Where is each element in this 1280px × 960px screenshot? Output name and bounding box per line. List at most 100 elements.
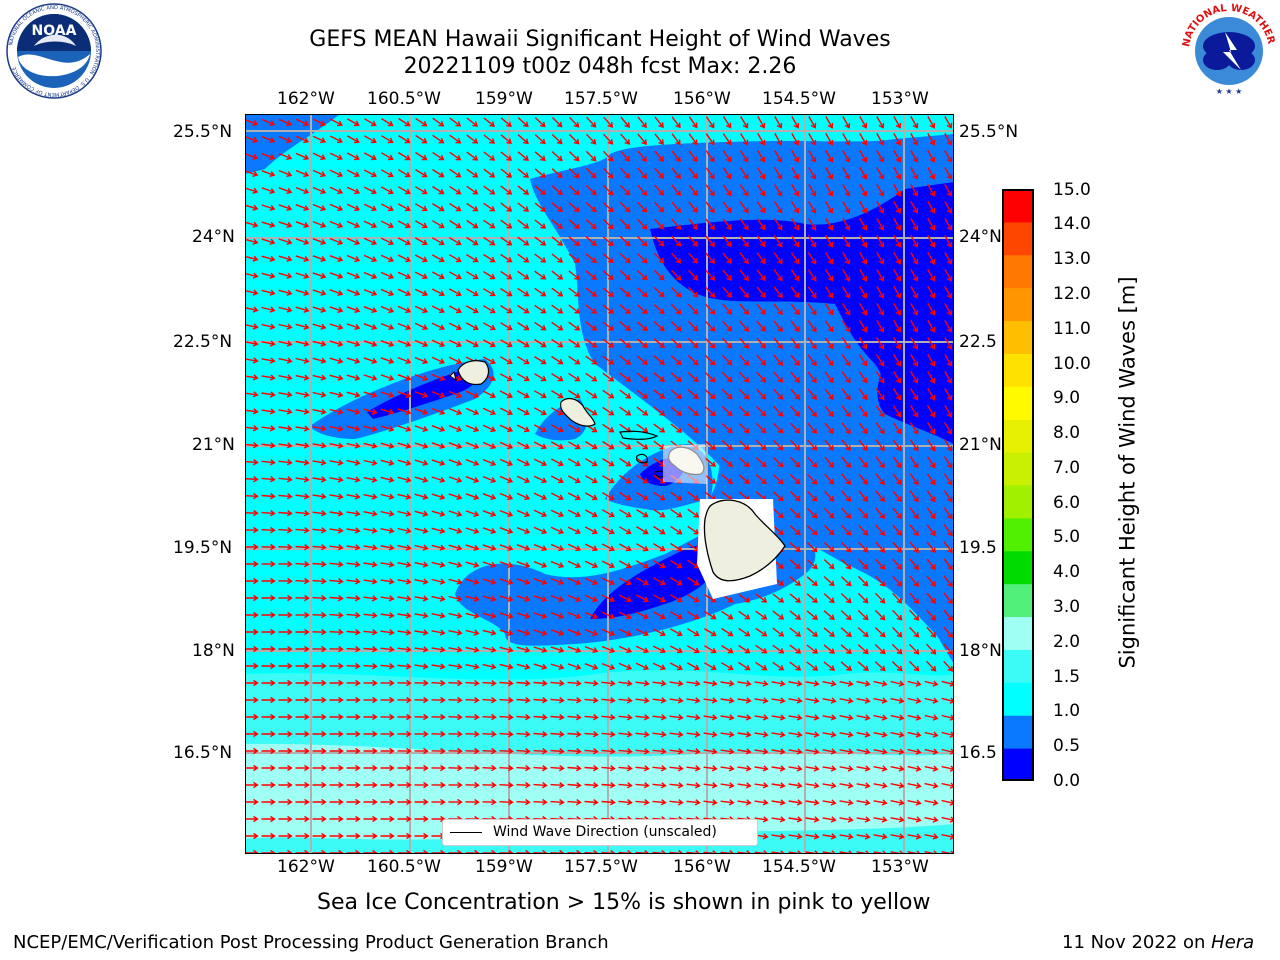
wave-direction-arrow [722,133,732,146]
wave-direction-arrow [312,628,327,636]
wave-direction-arrow [346,578,361,585]
wave-direction-arrow [278,374,293,381]
wave-direction-arrow [312,306,327,313]
wave-direction-arrow [704,337,716,349]
wave-direction-arrow [278,679,293,687]
wave-direction-arrow [890,816,905,823]
wave-direction-arrow [669,714,684,721]
island-lanai [636,453,648,464]
wave-direction-arrow [757,133,766,146]
wave-direction-arrow [465,544,480,551]
wave-direction-arrow [568,202,580,213]
wave-direction-arrow [892,592,903,604]
wave-direction-arrow [875,371,885,384]
wave-direction-arrow [908,660,920,672]
wave-direction-arrow [825,252,834,265]
wave-direction-arrow [261,730,276,738]
wave-direction-arrow [772,508,784,519]
wave-direction-arrow [448,730,463,738]
wave-direction-arrow [907,782,922,789]
wave-direction-arrow [756,201,766,214]
wave-direction-arrow [927,422,936,435]
wave-direction-arrow [602,150,614,162]
wave-direction-arrow [755,593,768,603]
wave-direction-arrow [534,373,547,382]
wave-direction-arrow [858,490,869,502]
wave-direction-arrow [909,405,919,418]
wave-direction-arrow [567,748,582,755]
nws-logo: NATIONAL WEATHER SERVICE ★ ★ ★ [1179,2,1277,98]
wave-direction-arrow [516,612,531,619]
wave-direction-arrow [499,407,513,416]
wave-direction-arrow [295,781,310,789]
wave-direction-arrow [312,527,327,534]
wave-direction-arrow [790,269,800,282]
wave-direction-arrow [465,527,480,534]
wave-direction-arrow [568,441,581,450]
wave-direction-arrow [788,680,803,687]
wave-direction-arrow [652,799,667,806]
wave-direction-arrow [789,593,801,603]
wave-direction-arrow [516,544,531,551]
wave-direction-arrow [449,202,462,212]
wave-direction-arrow [806,524,818,536]
wave-direction-arrow [414,237,428,246]
wave-direction-arrow [397,442,412,449]
wave-direction-arrow [704,662,717,671]
wave-direction-arrow [754,799,769,806]
wave-direction-arrow [499,475,514,484]
wave-direction-arrow [465,510,480,517]
wave-direction-arrow [551,219,563,229]
wave-direction-arrow [687,576,700,586]
wave-direction-arrow [876,218,885,231]
wave-direction-arrow [245,374,259,381]
wave-direction-arrow [363,186,377,195]
wave-direction-arrow [636,338,648,349]
wave-direction-arrow [431,288,445,297]
wave-direction-arrow [245,153,259,160]
wave-direction-arrow [943,524,953,537]
wave-direction-arrow [806,507,818,519]
wave-direction-arrow [909,541,919,554]
wave-direction-arrow [363,578,378,585]
wave-direction-arrow [465,458,480,466]
wave-direction-arrow [943,490,953,503]
lon-tick-bottom: 160.5°W [367,857,441,877]
wave-direction-arrow [788,799,803,806]
wave-direction-arrow [551,168,563,179]
wave-direction-arrow [550,680,565,687]
wave-direction-arrow [431,764,446,772]
wave-direction-arrow [619,184,631,196]
wave-direction-arrow [278,238,293,245]
wave-direction-arrow [686,697,701,704]
wave-direction-arrow [329,645,344,653]
wave-height-map [245,114,954,854]
wave-direction-arrow [465,339,479,348]
wave-direction-arrow [516,798,531,806]
wave-direction-arrow [482,544,497,551]
wave-direction-arrow [414,696,429,704]
wave-direction-arrow [842,167,851,180]
wave-direction-arrow [295,221,310,228]
wave-direction-arrow [295,815,310,823]
wave-direction-arrow [431,663,446,670]
island-maui-white-patch [663,444,707,484]
svg-text:NOAA: NOAA [32,23,77,39]
wave-direction-arrow [261,543,276,551]
island-kauai [457,360,490,386]
wave-direction-arrow [619,509,632,518]
wave-direction-arrow [295,255,310,262]
colorbar-tick: 1.0 [1053,701,1081,721]
wave-direction-arrow [431,730,446,738]
wave-direction-arrow [789,576,801,587]
wave-direction-arrow [926,490,936,503]
wave-direction-arrow [567,697,582,704]
wave-direction-arrow [876,235,885,248]
wave-direction-arrow [449,185,462,195]
wave-direction-arrow [943,541,953,554]
wave-direction-arrow [465,612,480,619]
wave-direction-arrow [363,764,378,772]
wave-direction-arrow [584,714,599,721]
wave-direction-arrow [363,169,377,178]
